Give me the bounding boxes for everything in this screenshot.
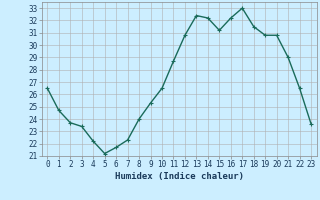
X-axis label: Humidex (Indice chaleur): Humidex (Indice chaleur)	[115, 172, 244, 181]
